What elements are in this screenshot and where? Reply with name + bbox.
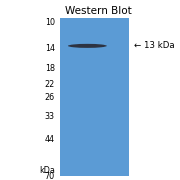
Text: 33: 33: [45, 112, 55, 121]
Text: 26: 26: [45, 93, 55, 102]
Text: 70: 70: [45, 172, 55, 180]
Text: 18: 18: [45, 64, 55, 73]
Text: ← 13 kDa: ← 13 kDa: [134, 41, 175, 50]
Text: kDa: kDa: [39, 166, 55, 175]
Text: 14: 14: [45, 44, 55, 53]
Text: 22: 22: [44, 80, 55, 89]
Title: Western Blot: Western Blot: [66, 6, 132, 16]
Text: 44: 44: [45, 135, 55, 144]
Text: 10: 10: [45, 18, 55, 27]
Bar: [60, 18, 129, 176]
Ellipse shape: [68, 44, 107, 48]
